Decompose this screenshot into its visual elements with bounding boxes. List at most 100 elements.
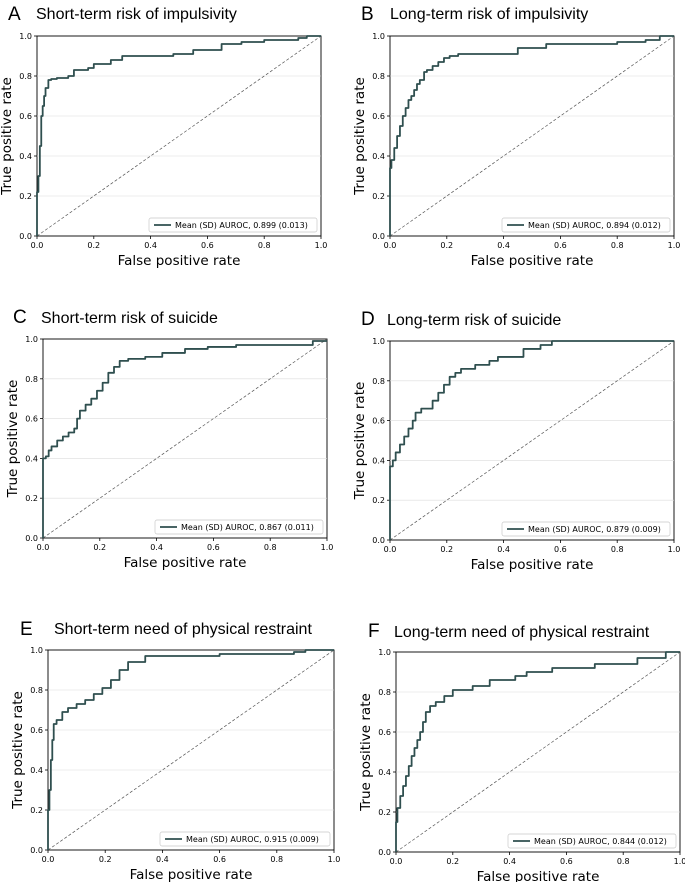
y-tick-label: 0.6 bbox=[372, 112, 385, 121]
legend-label: Mean (SD) AUROC, 0.879 (0.009) bbox=[528, 525, 661, 534]
panel-letter: F bbox=[368, 621, 380, 642]
chart-panel-f: F Long-term need of physical restraint 0.0… bbox=[358, 621, 685, 882]
x-tick-label: 0.4 bbox=[503, 857, 516, 866]
chance-diagonal bbox=[36, 35, 322, 237]
y-tick-label: 0.2 bbox=[372, 192, 385, 201]
x-tick-label: 0.6 bbox=[554, 545, 567, 554]
x-tick-label: 0.0 bbox=[42, 855, 55, 864]
legend-label: Mean (SD) AUROC, 0.867 (0.011) bbox=[181, 523, 314, 532]
x-tick-label: 0.4 bbox=[144, 241, 157, 250]
panel-letter: C bbox=[13, 307, 27, 328]
legend-box bbox=[159, 831, 331, 847]
y-tick-label: 0.4 bbox=[372, 456, 385, 465]
roc-curve-line bbox=[36, 35, 321, 236]
y-tick-label: 0.2 bbox=[30, 806, 43, 815]
roc-curve-line bbox=[42, 340, 327, 538]
x-tick-label: 1.0 bbox=[668, 241, 681, 250]
x-tick-label: 0.0 bbox=[37, 543, 50, 552]
legend-box bbox=[507, 833, 677, 849]
legend-label: Mean (SD) AUROC, 0.894 (0.012) bbox=[528, 221, 661, 230]
legend-box bbox=[148, 217, 318, 233]
y-tick-label: 0.6 bbox=[30, 726, 43, 735]
chart-panel-b: B Long-term risk of impulsivity 0.0 0.2 0.4 0… bbox=[352, 4, 680, 269]
y-tick-label: 0.0 bbox=[30, 846, 43, 855]
chart-title: Short-term risk of suicide bbox=[41, 310, 218, 327]
x-axis-label: False positive rate bbox=[124, 555, 247, 571]
y-tick-label: 0.2 bbox=[19, 192, 32, 201]
x-tick-label: 1.0 bbox=[328, 855, 341, 864]
y-tick-label: 1.0 bbox=[372, 337, 385, 346]
y-axis-label: True positive rate bbox=[352, 77, 368, 196]
x-tick-label: 0.8 bbox=[264, 543, 277, 552]
y-tick-label: 0.8 bbox=[372, 72, 385, 81]
y-tick-label: 0.8 bbox=[378, 688, 391, 697]
x-tick-label: 0.0 bbox=[384, 545, 397, 554]
chance-diagonal bbox=[389, 35, 675, 237]
x-tick-label: 0.8 bbox=[611, 241, 624, 250]
chart-panel-c: C Short-term risk of suicide 0.0 0.2 0.4 0.6 0… bbox=[5, 307, 333, 571]
x-tick-label: 0.6 bbox=[560, 857, 573, 866]
y-axis-label: True positive rate bbox=[0, 77, 15, 196]
x-tick-label: 0.0 bbox=[31, 241, 44, 250]
y-tick-label: 0.2 bbox=[378, 808, 391, 817]
y-tick-label: 0.0 bbox=[19, 232, 32, 241]
x-tick-label: 0.4 bbox=[150, 543, 163, 552]
y-tick-label: 0.0 bbox=[378, 848, 391, 857]
x-tick-label: 1.0 bbox=[315, 241, 328, 250]
y-tick-label: 0.4 bbox=[25, 454, 38, 463]
x-tick-label: 0.2 bbox=[87, 241, 100, 250]
x-tick-label: 0.2 bbox=[99, 855, 112, 864]
chart-title: Long-term need of physical restraint bbox=[394, 624, 650, 641]
y-tick-label: 0.0 bbox=[25, 534, 38, 543]
legend-box bbox=[501, 217, 671, 233]
y-tick-label: 0.6 bbox=[25, 415, 38, 424]
x-tick-label: 0.6 bbox=[213, 855, 226, 864]
chart-title: Long-term risk of suicide bbox=[387, 312, 561, 329]
y-tick-label: 0.0 bbox=[372, 232, 385, 241]
x-tick-label: 0.0 bbox=[384, 241, 397, 250]
y-tick-label: 0.6 bbox=[378, 728, 391, 737]
y-axis-label: True positive rate bbox=[5, 380, 21, 499]
x-tick-label: 0.6 bbox=[207, 543, 220, 552]
chance-diagonal bbox=[47, 649, 335, 851]
chart-panel-e: E Short-term need of physical restraint 0.… bbox=[10, 619, 340, 882]
chart-title: Short-term risk of impulsivity bbox=[36, 6, 237, 23]
y-axis-label: True positive rate bbox=[358, 693, 374, 812]
chart-panel-a: A Short-term risk of impulsivity 0.0 0.2 0.4… bbox=[0, 4, 327, 269]
x-tick-label: 0.8 bbox=[258, 241, 271, 250]
y-tick-label: 0.0 bbox=[372, 536, 385, 545]
x-tick-label: 0.8 bbox=[611, 545, 624, 554]
legend-label: Mean (SD) AUROC, 0.899 (0.013) bbox=[175, 221, 308, 230]
y-tick-label: 0.8 bbox=[30, 686, 43, 695]
y-tick-label: 0.8 bbox=[19, 72, 32, 81]
x-tick-label: 0.4 bbox=[497, 545, 510, 554]
x-tick-label: 0.4 bbox=[497, 241, 510, 250]
roc-curve-line bbox=[47, 649, 334, 850]
chart-title: Short-term need of physical restraint bbox=[54, 621, 312, 638]
x-tick-label: 0.2 bbox=[440, 241, 453, 250]
legend-box bbox=[154, 519, 324, 535]
panel-letter: A bbox=[8, 4, 21, 25]
chance-diagonal bbox=[395, 651, 681, 853]
x-axis-label: False positive rate bbox=[130, 867, 253, 882]
roc-curve-line bbox=[389, 340, 674, 540]
chance-diagonal bbox=[42, 338, 328, 539]
y-tick-label: 1.0 bbox=[372, 32, 385, 41]
chance-diagonal bbox=[389, 340, 675, 541]
y-tick-label: 0.8 bbox=[372, 377, 385, 386]
chart-panel-d: D Long-term risk of suicide 0.0 0.2 0.4 0.6 0.… bbox=[352, 309, 680, 573]
x-axis-label: False positive rate bbox=[477, 869, 600, 882]
x-axis-label: False positive rate bbox=[471, 557, 594, 573]
y-tick-label: 0.4 bbox=[30, 766, 43, 775]
y-tick-label: 1.0 bbox=[19, 32, 32, 41]
y-tick-label: 0.4 bbox=[378, 768, 391, 777]
x-tick-label: 0.0 bbox=[390, 857, 403, 866]
y-tick-label: 1.0 bbox=[30, 646, 43, 655]
y-tick-label: 0.8 bbox=[25, 375, 38, 384]
x-tick-label: 1.0 bbox=[668, 545, 681, 554]
y-tick-label: 0.4 bbox=[372, 152, 385, 161]
panel-letter: B bbox=[361, 4, 374, 25]
x-tick-label: 0.2 bbox=[440, 545, 453, 554]
y-tick-label: 0.2 bbox=[372, 496, 385, 505]
x-tick-label: 0.2 bbox=[446, 857, 459, 866]
